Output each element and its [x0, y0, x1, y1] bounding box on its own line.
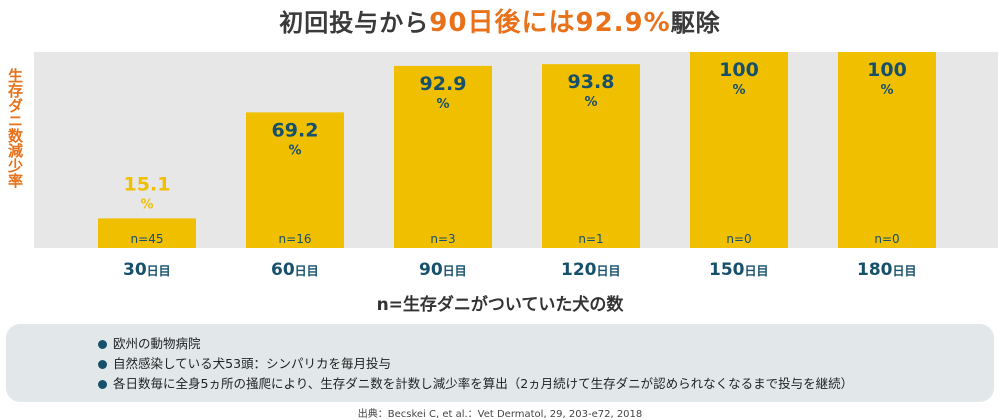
value-unit-90: %: [436, 97, 449, 112]
category-label-30: 30日目: [123, 260, 171, 280]
value-unit-180: %: [880, 83, 893, 98]
chart-title: 初回投与から90日後には92.9%駆除: [0, 2, 1000, 38]
category-number: 30: [123, 260, 147, 280]
category-unit: 日目: [146, 264, 171, 278]
title-prefix: 初回投与から: [279, 9, 430, 37]
category-number: 180: [857, 260, 893, 280]
value-label-150: 100: [719, 59, 759, 81]
value-label-120: 93.8: [568, 71, 615, 93]
n-label-150: n=0: [726, 232, 751, 246]
bar-chart: 15.1% n=45 69.2% n=16 92.9% n=3 93.8% n=1 100% n=…: [34, 52, 998, 248]
notes-panel: 欧州の動物病院自然感染している犬53頭：シンパリカを毎月投与各日数毎に全身5ヵ所…: [6, 324, 994, 402]
category-unit: 日目: [442, 264, 467, 278]
n-label-120: n=1: [578, 232, 603, 246]
bullet-icon: [98, 379, 107, 389]
value-unit-150: %: [732, 83, 745, 98]
note-item-3: 各日数毎に全身5ヵ所の掻爬により、生存ダニ数を計数し減少率を算出（2ヵ月続けて生…: [98, 374, 994, 394]
n-label-60: n=16: [279, 232, 312, 246]
value-label-180: 100: [867, 59, 907, 81]
category-number: 90: [419, 260, 443, 280]
category-unit: 日目: [596, 264, 621, 278]
source-citation: 出典：Becskei C, et al.：Vet Dermatol, 29, 2…: [357, 409, 643, 420]
note-item-2: 自然感染している犬53頭：シンパリカを毎月投与: [98, 354, 994, 374]
note-text: 欧州の動物病院: [113, 336, 201, 351]
y-axis-label: 生存ダニ数減少率: [6, 68, 24, 188]
value-unit-30: %: [140, 197, 153, 212]
note-text: 各日数毎に全身5ヵ所の掻爬により、生存ダニ数を計数し減少率を算出（2ヵ月続けて生…: [113, 376, 854, 391]
bar-30: [98, 218, 196, 248]
category-unit: 日目: [892, 264, 917, 278]
note-text: 自然感染している犬53頭：シンパリカを毎月投与: [113, 356, 392, 371]
n-label-180: n=0: [874, 232, 899, 246]
bar-120: [542, 64, 640, 248]
bullet-icon: [98, 339, 107, 349]
value-unit-120: %: [584, 95, 597, 110]
plot-area-band: [34, 52, 998, 248]
category-label-150: 150日目: [709, 260, 769, 280]
x-axis-label: n=生存ダニがついていた犬の数: [376, 295, 624, 315]
bars-layer: 15.1% n=45 69.2% n=16 92.9% n=3 93.8% n=1 100% n=…: [98, 52, 936, 248]
value-label-30: 15.1: [124, 173, 171, 195]
category-number: 60: [271, 260, 295, 280]
category-number: 120: [561, 260, 597, 280]
bullet-icon: [98, 359, 107, 369]
title-highlight: 90日後には92.9%: [429, 8, 671, 38]
category-unit: 日目: [744, 264, 769, 278]
value-unit-60: %: [288, 143, 301, 158]
n-label-30: n=45: [131, 232, 164, 246]
bar-150: [690, 52, 788, 248]
bar-60: [246, 112, 344, 248]
category-label-90: 90日目: [419, 260, 467, 280]
title-suffix: 駆除: [670, 9, 721, 37]
value-label-90: 92.9: [420, 73, 467, 95]
value-label-60: 69.2: [272, 119, 319, 141]
bar-90: [394, 65, 492, 248]
category-number: 150: [709, 260, 745, 280]
category-unit: 日目: [294, 264, 319, 278]
n-label-90: n=3: [430, 232, 455, 246]
note-item-1: 欧州の動物病院: [98, 334, 994, 354]
notes-list: 欧州の動物病院自然感染している犬53頭：シンパリカを毎月投与各日数毎に全身5ヵ所…: [6, 324, 994, 394]
category-label-180: 180日目: [857, 260, 917, 280]
category-label-60: 60日目: [271, 260, 319, 280]
bar-180: [838, 52, 936, 248]
category-label-120: 120日目: [561, 260, 621, 280]
